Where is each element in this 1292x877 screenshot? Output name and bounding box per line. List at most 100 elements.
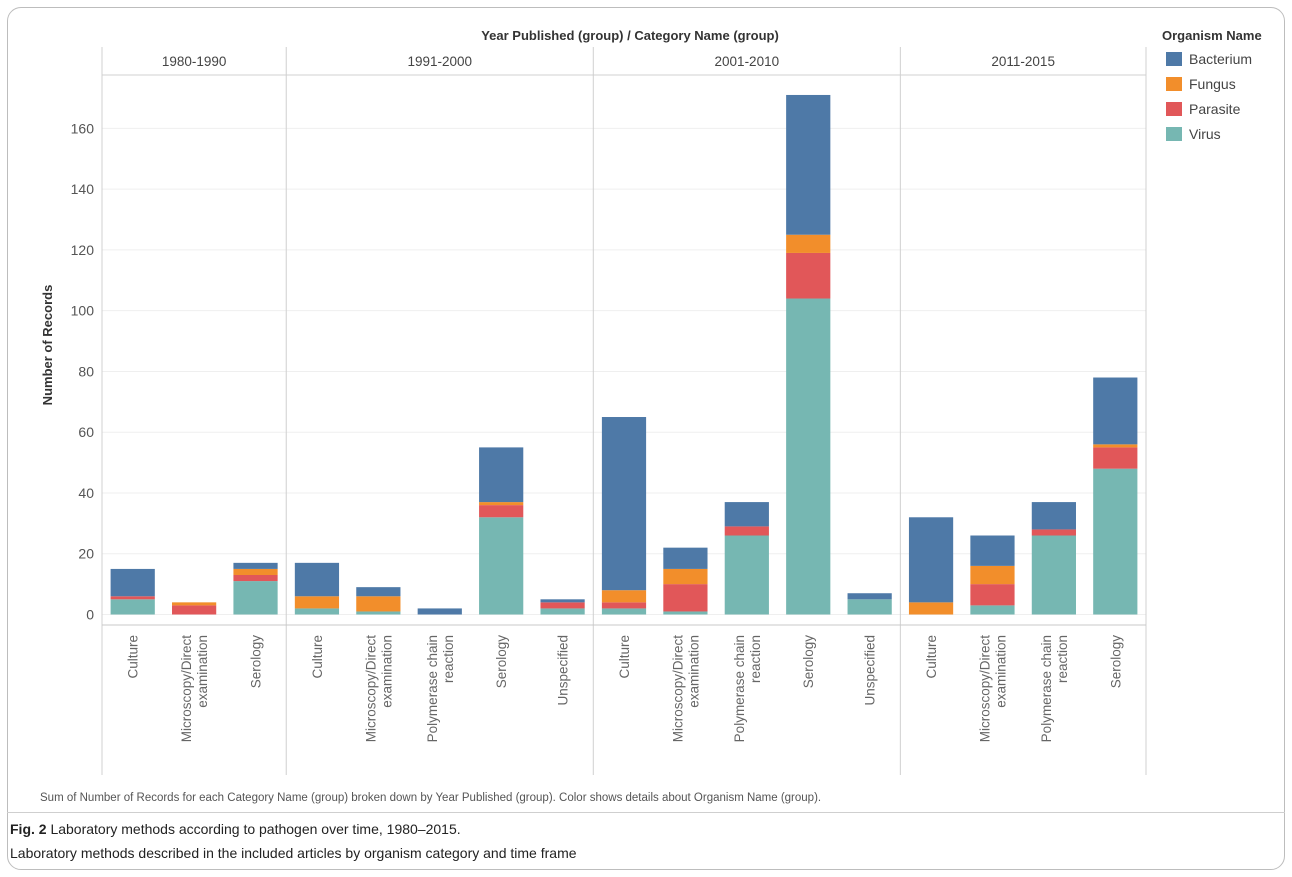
figure-title: Laboratory methods according to pathogen… <box>50 821 461 837</box>
category-label: Culture <box>924 635 939 679</box>
stacked-bar-chart: Year Published (group) / Category Name (… <box>40 28 1262 775</box>
bar-segment-virus <box>970 605 1015 615</box>
bar-segment-virus <box>356 611 401 615</box>
bar-segment-parasite <box>786 252 831 299</box>
bar-segment-bacterium <box>724 502 769 527</box>
legend-title: Organism Name <box>1162 28 1262 43</box>
bar-segment-bacterium <box>970 535 1015 566</box>
bar-segment-bacterium <box>663 547 708 569</box>
bar-segment-virus <box>479 517 524 615</box>
legend-label-virus: Virus <box>1189 126 1221 142</box>
legend-swatch-bacterium <box>1166 52 1182 66</box>
legend-swatch-parasite <box>1166 102 1182 116</box>
category-label: Microscopy/Direct <box>179 635 194 743</box>
category-label: Microscopy/Direct <box>670 635 685 743</box>
bar-segment-bacterium <box>540 599 585 603</box>
bar-segment-parasite <box>601 602 647 609</box>
bar-segment-virus <box>1093 468 1138 615</box>
figure-label: Fig. 2 <box>10 821 47 837</box>
figure-caption-description: Laboratory methods described in the incl… <box>10 845 577 861</box>
group-header-label: 1980-1990 <box>162 54 227 69</box>
category-label: Polymerase chain <box>732 635 747 742</box>
bar-segment-fungus <box>663 568 708 585</box>
caption-divider <box>7 812 1285 813</box>
bar-segment-bacterium <box>601 417 647 591</box>
bar-segment-virus <box>663 611 708 615</box>
bar-segment-bacterium <box>479 447 524 503</box>
bar-segment-parasite <box>970 584 1015 606</box>
bar-segment-bacterium <box>356 587 401 597</box>
legend-label-fungus: Fungus <box>1189 76 1236 92</box>
bar-segment-fungus <box>601 590 647 603</box>
category-label: reaction <box>748 635 763 683</box>
bar-segment-fungus <box>479 502 524 506</box>
y-axis-label: Number of Records <box>40 285 55 406</box>
bar-segment-bacterium <box>847 593 892 600</box>
bar-segment-parasite <box>172 605 217 615</box>
y-tick-label: 0 <box>86 607 94 623</box>
bar-segment-bacterium <box>417 608 462 615</box>
category-label: Culture <box>617 635 632 679</box>
category-label: Microscopy/Direct <box>977 635 992 743</box>
category-label: Serology <box>801 635 816 689</box>
category-label: Culture <box>310 635 325 679</box>
y-tick-label: 20 <box>78 546 94 562</box>
y-tick-label: 80 <box>78 363 94 379</box>
bar-segment-bacterium <box>1093 377 1138 445</box>
category-label: Serology <box>249 635 264 689</box>
y-tick-label: 140 <box>71 181 95 197</box>
y-tick-label: 100 <box>71 303 95 319</box>
bar-segment-fungus <box>1093 444 1138 448</box>
category-label: reaction <box>441 635 456 683</box>
bar-segment-parasite <box>663 584 708 612</box>
bar-segment-bacterium <box>786 94 831 235</box>
bar-segment-parasite <box>1031 529 1076 536</box>
bar-segment-fungus <box>970 565 1015 585</box>
category-label: Culture <box>126 635 141 679</box>
group-header-label: 2011-2015 <box>991 54 1055 69</box>
legend-label-parasite: Parasite <box>1189 101 1241 117</box>
bar-segment-virus <box>601 608 647 615</box>
category-label: Serology <box>1108 635 1123 689</box>
y-tick-label: 160 <box>71 120 95 136</box>
category-label: examination <box>195 635 210 708</box>
bar-segment-virus <box>294 608 340 615</box>
bar-segment-parasite <box>233 575 278 582</box>
category-label: Polymerase chain <box>425 635 440 742</box>
group-header-label: 2001-2010 <box>715 54 780 69</box>
category-label: Serology <box>494 635 509 689</box>
category-label: examination <box>379 635 394 708</box>
category-label: examination <box>686 635 701 708</box>
y-tick-label: 40 <box>78 485 94 501</box>
y-tick-label: 120 <box>71 242 95 258</box>
bar-segment-bacterium <box>110 568 155 597</box>
bar-segment-fungus <box>294 596 340 609</box>
bar-segment-bacterium <box>1031 502 1076 530</box>
bar-segment-fungus <box>172 602 217 606</box>
bar-segment-fungus <box>356 596 401 612</box>
bar-segment-fungus <box>908 602 954 615</box>
category-label: Microscopy/Direct <box>363 635 378 743</box>
bar-segment-virus <box>110 599 155 615</box>
bar-segment-bacterium <box>908 517 954 603</box>
bar-segment-parasite <box>1093 447 1138 469</box>
bar-segment-parasite <box>540 602 585 609</box>
category-label: Unspecified <box>556 635 571 706</box>
y-tick-label: 60 <box>78 424 94 440</box>
category-label: examination <box>993 635 1008 708</box>
legend-swatch-virus <box>1166 127 1182 141</box>
category-label: Polymerase chain <box>1039 635 1054 742</box>
legend-swatch-fungus <box>1166 77 1182 91</box>
bar-segment-bacterium <box>233 562 278 569</box>
bar-segment-virus <box>540 608 585 615</box>
bar-segment-fungus <box>233 568 278 576</box>
bar-segment-virus <box>233 581 278 615</box>
bar-segment-virus <box>847 599 892 615</box>
group-header-label: 1991-2000 <box>407 54 472 69</box>
figure-frame <box>7 7 1285 870</box>
bar-segment-bacterium <box>294 562 340 597</box>
category-label: reaction <box>1055 635 1070 683</box>
chart-footnote: Sum of Number of Records for each Catego… <box>40 792 822 804</box>
bar-segment-virus <box>1031 535 1076 615</box>
bar-segment-parasite <box>479 505 524 518</box>
